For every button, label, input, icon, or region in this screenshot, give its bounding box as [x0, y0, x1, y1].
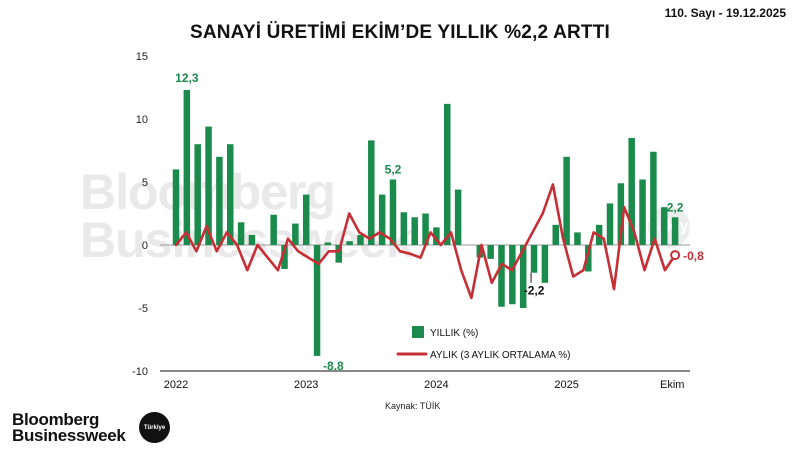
bar — [335, 245, 342, 263]
y-tick-label: -5 — [138, 303, 148, 315]
line-series — [174, 183, 677, 300]
bar — [519, 245, 527, 308]
bar — [433, 227, 440, 245]
bar — [574, 232, 581, 245]
bar — [487, 245, 494, 259]
bar — [411, 217, 418, 245]
bar-data-label: -2,2 — [524, 284, 545, 298]
brand-line-1: Bloomberg — [12, 410, 100, 429]
bar-data-label: 2,2 — [667, 200, 684, 214]
bar — [378, 194, 386, 245]
line-data-label: -0,8 — [683, 249, 704, 263]
bar — [216, 156, 223, 245]
legend-bar-label: YILLIK (%) — [430, 328, 478, 339]
bar — [650, 151, 657, 245]
bar-data-label: -8,8 — [323, 359, 344, 373]
bar — [585, 245, 592, 272]
bar — [227, 144, 234, 245]
bar — [172, 169, 180, 245]
bar — [606, 203, 614, 245]
bar — [292, 223, 299, 245]
legend-bar-swatch — [412, 326, 424, 338]
bar — [281, 245, 288, 269]
bar — [248, 234, 256, 245]
bar — [183, 90, 191, 246]
bar — [530, 245, 538, 273]
bar — [541, 245, 549, 283]
bar — [617, 183, 625, 245]
x-tick-label: 2024 — [424, 379, 448, 391]
bar — [205, 126, 212, 245]
bar — [628, 137, 635, 245]
bar — [237, 222, 245, 245]
brand-badge: Türkiye — [139, 412, 170, 443]
bar — [368, 140, 375, 245]
bar — [454, 189, 462, 245]
bar — [661, 207, 668, 245]
x-tick-label: 2025 — [554, 379, 578, 391]
bar — [563, 156, 570, 245]
bar — [498, 245, 505, 307]
brand-line-2: Businessweek — [12, 426, 126, 445]
line-end-marker — [670, 250, 681, 261]
y-tick-label: 10 — [136, 114, 148, 126]
bar — [444, 103, 451, 245]
bar — [270, 214, 277, 245]
bar — [302, 194, 310, 245]
bar — [639, 179, 646, 245]
bar — [422, 213, 429, 245]
bar — [400, 212, 408, 245]
x-tick-label: 2023 — [294, 379, 318, 391]
bar — [509, 245, 516, 305]
bar — [346, 241, 353, 245]
source-note: Kaynak: TÜİK — [385, 401, 441, 411]
legend-line-label: AYLIK (3 AYLIK ORTALAMA %) — [430, 350, 570, 361]
bar — [552, 224, 559, 245]
bar — [671, 217, 679, 245]
bar — [389, 179, 397, 245]
y-tick-label: 5 — [142, 177, 148, 189]
bar-data-label: 5,2 — [385, 162, 402, 176]
issue-date: 110. Sayı - 19.12.2025 — [664, 6, 786, 20]
bar — [313, 245, 321, 356]
x-tick-label: Ekim — [660, 379, 684, 391]
chart-title: SANAYİ ÜRETİMİ EKİM’DE YILLIK %2,2 ARTTI — [189, 22, 611, 43]
y-tick-label: 15 — [136, 51, 148, 63]
bar — [194, 144, 201, 245]
bar-data-label: 12,3 — [175, 71, 199, 85]
x-tick-label: 2022 — [164, 379, 188, 391]
y-tick-label: -10 — [132, 366, 148, 378]
y-tick-label: 0 — [142, 240, 148, 252]
bar — [357, 234, 364, 245]
brand-logo: Bloomberg Businessweek — [12, 410, 126, 445]
bar — [324, 242, 332, 245]
